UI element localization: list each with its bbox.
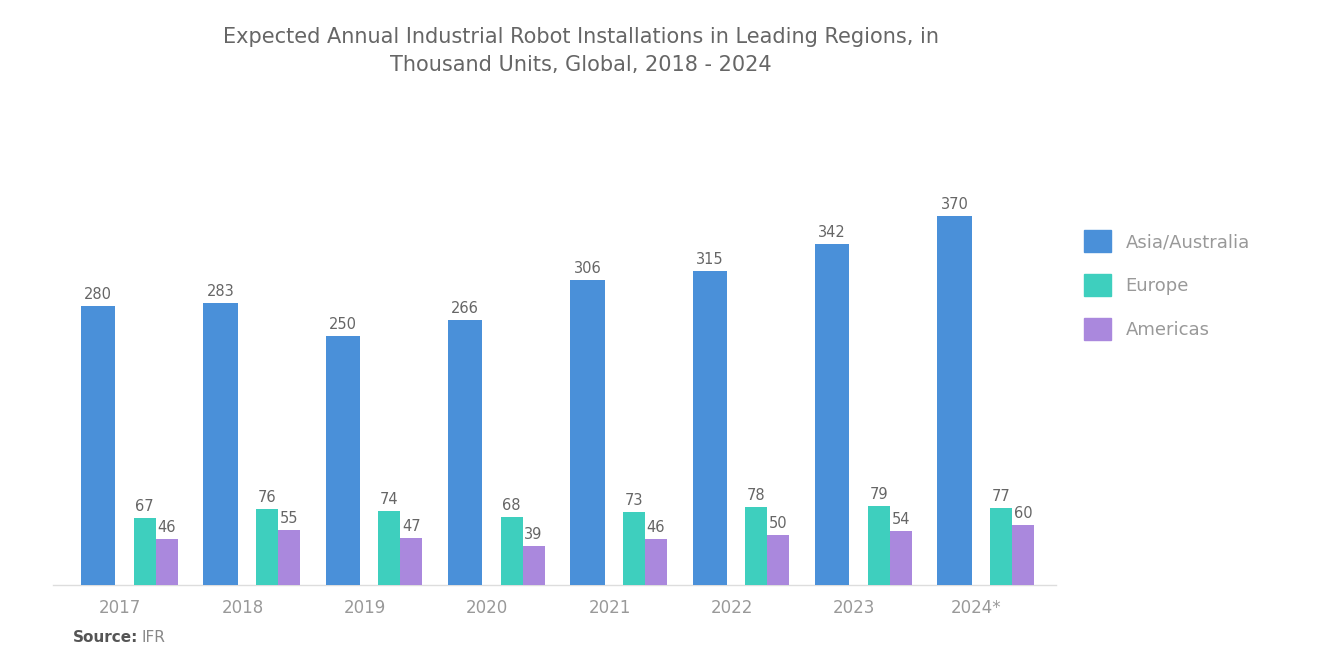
Bar <box>623 512 645 585</box>
Bar <box>1012 525 1034 585</box>
Text: 266: 266 <box>451 301 479 316</box>
Text: 283: 283 <box>206 284 234 299</box>
Bar <box>156 539 178 585</box>
Legend: Asia/Australia, Europe, Americas: Asia/Australia, Europe, Americas <box>1074 221 1259 348</box>
Text: 46: 46 <box>647 520 665 535</box>
Bar <box>379 511 400 585</box>
Text: 55: 55 <box>280 511 298 527</box>
Text: 79: 79 <box>870 487 888 503</box>
Bar <box>693 271 727 585</box>
Text: Source:: Source: <box>73 630 139 645</box>
Bar <box>279 531 300 585</box>
Bar <box>645 539 667 585</box>
Text: 47: 47 <box>403 519 421 535</box>
Text: 77: 77 <box>991 489 1010 504</box>
Bar <box>570 280 605 585</box>
Text: 50: 50 <box>770 516 788 531</box>
Text: 46: 46 <box>157 520 176 535</box>
Text: IFR: IFR <box>141 630 165 645</box>
Text: 68: 68 <box>503 498 521 513</box>
Text: 54: 54 <box>891 512 909 527</box>
Bar <box>814 244 849 585</box>
Text: 39: 39 <box>524 527 543 543</box>
Text: 370: 370 <box>941 197 969 212</box>
Bar <box>81 306 115 585</box>
Bar <box>400 539 422 585</box>
Text: 342: 342 <box>818 225 846 240</box>
Bar <box>133 519 156 585</box>
Text: Expected Annual Industrial Robot Installations in Leading Regions, in
Thousand U: Expected Annual Industrial Robot Install… <box>223 27 939 74</box>
Text: 76: 76 <box>257 490 276 505</box>
Text: 250: 250 <box>329 317 356 332</box>
Text: 315: 315 <box>696 252 723 267</box>
Bar <box>326 336 360 585</box>
Bar <box>447 320 482 585</box>
Bar <box>937 216 972 585</box>
Text: 280: 280 <box>84 287 112 302</box>
Bar <box>203 303 238 585</box>
Bar <box>523 547 545 585</box>
Bar <box>256 509 279 585</box>
Text: 306: 306 <box>574 261 602 276</box>
Bar <box>500 517 523 585</box>
Text: 78: 78 <box>747 488 766 503</box>
Bar <box>767 535 789 585</box>
Text: 73: 73 <box>624 493 643 508</box>
Text: 74: 74 <box>380 492 399 507</box>
Text: 67: 67 <box>135 499 154 515</box>
Text: 60: 60 <box>1014 506 1032 521</box>
Bar <box>746 507 767 585</box>
Bar <box>990 508 1012 585</box>
Bar <box>890 531 912 585</box>
Bar <box>867 507 890 585</box>
